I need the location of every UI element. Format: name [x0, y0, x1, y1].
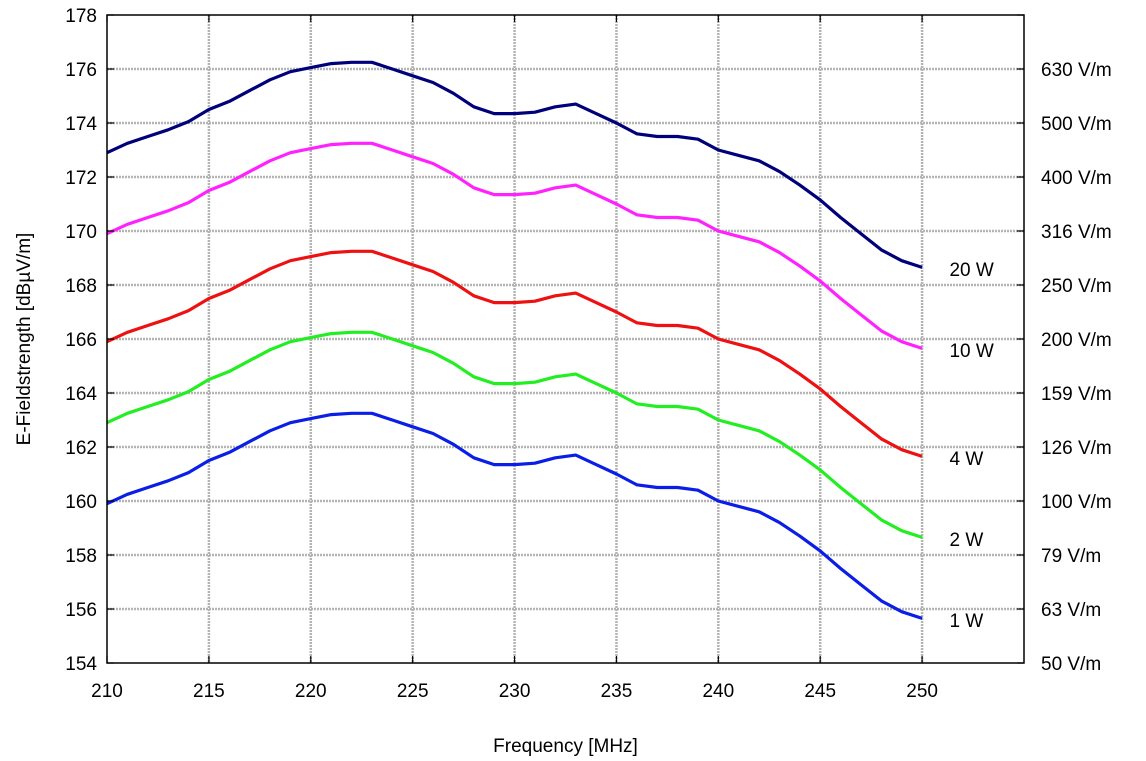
series-line [106, 249, 923, 458]
x-tick-label: 230 [499, 681, 531, 702]
series-label: 20 W [949, 260, 993, 281]
y-tick-label: 166 [65, 330, 97, 351]
series-label: 4 W [949, 449, 983, 470]
plot-frame [106, 14, 1025, 664]
y-tick-label: 176 [65, 60, 97, 81]
y2-tick-label: 316 V/m [1041, 222, 1112, 243]
grid [107, 15, 1024, 663]
x-tick-label: 250 [906, 681, 938, 702]
y2-tick-label: 250 V/m [1041, 276, 1112, 297]
y2-tick-labels: 50 V/m 63 V/m 79 V/m 100 V/m 126 V/m 159 V/m 2… [1041, 60, 1112, 675]
y2-tick-label: 50 V/m [1041, 654, 1101, 675]
y-tick-label: 156 [65, 600, 97, 621]
y-tick-label: 160 [65, 492, 97, 513]
y-tick-labels: 154 156 158 160 162 164 166 168 170 172 174 176 178 [65, 6, 97, 675]
y-tick-label: 168 [65, 276, 97, 297]
x-tick-label: 215 [193, 681, 225, 702]
series-line [106, 330, 923, 539]
x-tick-label: 240 [702, 681, 734, 702]
x-tick-labels: 210 215 220 225 230 235 240 245 250 [91, 681, 938, 702]
y-tick-label: 154 [65, 654, 97, 675]
x-tick-label: 220 [295, 681, 327, 702]
y2-tick-label: 159 V/m [1041, 384, 1112, 405]
series-line [106, 411, 923, 620]
y-tick-label: 178 [65, 6, 97, 27]
y2-tick-label: 126 V/m [1041, 438, 1112, 459]
series-group [106, 60, 923, 620]
y2-tick-label: 200 V/m [1041, 330, 1112, 351]
x-tick-label: 245 [804, 681, 836, 702]
y-tick-label: 170 [65, 222, 97, 243]
y-axis-title: E-Fieldstrength [dBµV/m] [14, 233, 35, 446]
x-tick-label: 225 [397, 681, 429, 702]
y2-tick-label: 79 V/m [1041, 546, 1101, 567]
series-label: 10 W [949, 341, 993, 362]
series-labels: 1 W 2 W 4 W 10 W 20 W [949, 260, 993, 632]
x-axis-title: Frequency [MHz] [493, 736, 638, 757]
y-tick-label: 174 [65, 114, 97, 135]
y2-tick-label: 400 V/m [1041, 168, 1112, 189]
series-label: 2 W [949, 530, 983, 551]
y2-tick-label: 630 V/m [1041, 60, 1112, 81]
y2-tick-label: 63 V/m [1041, 600, 1101, 621]
y2-tick-label: 500 V/m [1041, 114, 1112, 135]
y-tick-label: 162 [65, 438, 97, 459]
y2-tick-label: 100 V/m [1041, 492, 1112, 513]
series-line [106, 60, 923, 269]
y-tick-label: 164 [65, 384, 97, 405]
series-label: 1 W [949, 611, 983, 632]
x-tick-label: 235 [601, 681, 633, 702]
y-tick-label: 158 [65, 546, 97, 567]
x-tick-label: 210 [91, 681, 123, 702]
tick-marks [106, 14, 1024, 664]
y-tick-label: 172 [65, 168, 97, 189]
series-line [106, 141, 923, 350]
